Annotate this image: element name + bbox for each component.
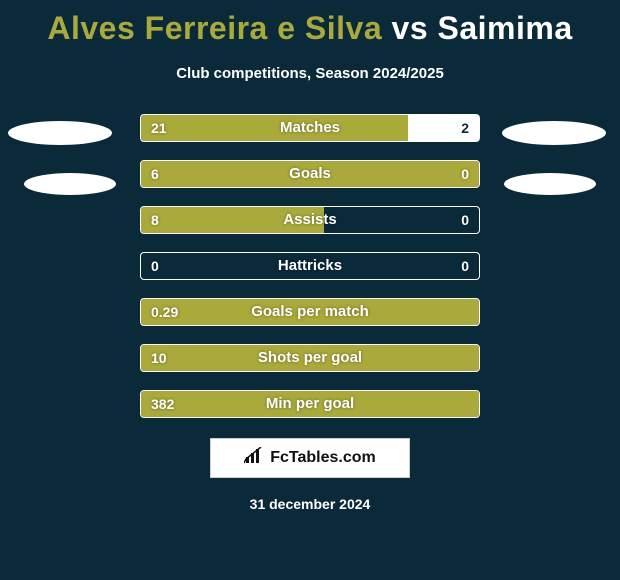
stat-row: 10Shots per goal	[140, 344, 480, 372]
stat-row: 00Hattricks	[140, 252, 480, 280]
player-oval-right_bot	[504, 173, 596, 195]
player-oval-right_top	[502, 121, 606, 145]
stat-label: Shots per goal	[141, 345, 479, 371]
stat-label: Assists	[141, 207, 479, 233]
stat-row: 212Matches	[140, 114, 480, 142]
stat-row: 382Min per goal	[140, 390, 480, 418]
stat-row: 80Assists	[140, 206, 480, 234]
vs-text: vs	[392, 10, 429, 46]
stat-row: 60Goals	[140, 160, 480, 188]
chart-area: 212Matches 60Goals 80Assists 00Hattricks 0.2…	[0, 114, 620, 418]
player-oval-left_bot	[24, 173, 116, 195]
stat-label: Goals per match	[141, 299, 479, 325]
player2-name: Saimima	[438, 10, 573, 46]
stat-label: Goals	[141, 161, 479, 187]
comparison-title: Alves Ferreira e Silva vs Saimima	[0, 0, 620, 47]
stat-label: Matches	[141, 115, 479, 141]
stat-label: Hattricks	[141, 253, 479, 279]
player-oval-left_top	[8, 121, 112, 145]
subtitle: Club competitions, Season 2024/2025	[0, 65, 620, 82]
player1-name: Alves Ferreira e Silva	[47, 10, 382, 46]
stat-row: 0.29Goals per match	[140, 298, 480, 326]
stat-label: Min per goal	[141, 391, 479, 417]
brand-text: FcTables.com	[270, 449, 376, 467]
brand-badge: FcTables.com	[210, 438, 410, 478]
stat-bars: 212Matches 60Goals 80Assists 00Hattricks 0.2…	[140, 114, 480, 418]
chart-icon	[244, 447, 264, 470]
date-text: 31 december 2024	[0, 496, 620, 512]
